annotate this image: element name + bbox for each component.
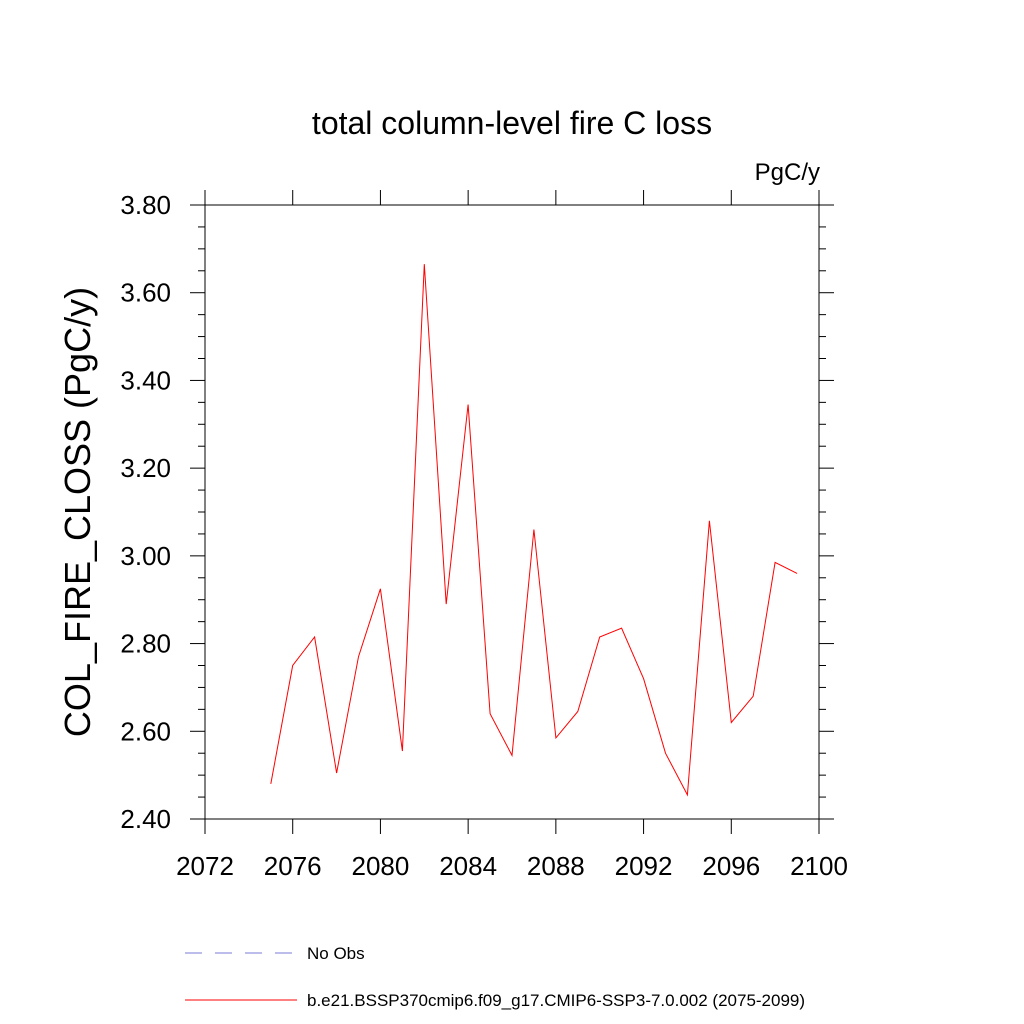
x-axis-ticks: 2072 2076 2080 2084 2088 2092 2096 2100 — [176, 190, 848, 881]
x-tick-label: 2100 — [790, 851, 848, 881]
units-label: PgC/y — [755, 159, 820, 186]
x-tick-label: 2088 — [527, 851, 585, 881]
y-tick-label: 3.00 — [120, 541, 171, 571]
chart-title: total column-level fire C loss — [312, 105, 712, 141]
x-tick-label: 2076 — [264, 851, 322, 881]
legend: No Obs b.e21.BSSP370cmip6.f09_g17.CMIP6-… — [185, 944, 805, 1010]
x-tick-label: 2072 — [176, 851, 234, 881]
series-line — [270, 264, 798, 797]
plot-frame — [204, 204, 820, 820]
y-tick-label: 3.20 — [120, 453, 171, 483]
legend-label-model: b.e21.BSSP370cmip6.f09_g17.CMIP6-SSP3-7.… — [307, 991, 805, 1010]
y-tick-label: 3.40 — [120, 365, 171, 395]
y-tick-label: 2.60 — [120, 716, 171, 746]
y-tick-label: 3.80 — [120, 190, 171, 220]
x-tick-label: 2080 — [352, 851, 410, 881]
y-axis-label: COL_FIRE_CLOSS (PgC/y) — [57, 287, 98, 737]
y-tick-label: 3.60 — [120, 278, 171, 308]
x-tick-label: 2096 — [702, 851, 760, 881]
y-tick-label: 2.80 — [120, 629, 171, 659]
legend-label-no-obs: No Obs — [307, 944, 365, 963]
y-tick-label: 2.40 — [120, 804, 171, 834]
x-tick-label: 2092 — [615, 851, 673, 881]
y-axis-ticks: 2.40 2.60 2.80 3.00 3.20 3.40 3.60 3.80 — [120, 190, 834, 834]
x-tick-label: 2084 — [439, 851, 497, 881]
series-layer — [270, 264, 798, 797]
